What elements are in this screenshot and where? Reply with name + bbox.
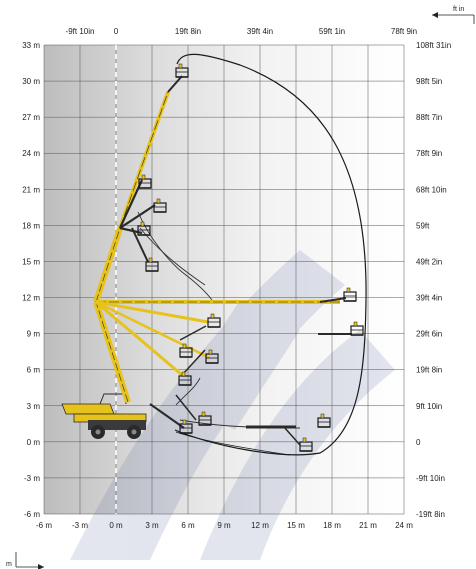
x-tick-label-m: 15 m [287, 521, 305, 530]
x-tick-label-ft: 19ft 8in [175, 27, 201, 36]
y-tick-label-ft: 9ft 10in [416, 402, 442, 411]
y-tick-label-m: 18 m [22, 221, 40, 230]
work-platform [179, 419, 193, 434]
boom-down-1 [95, 300, 209, 324]
y-tick-label-ft: 39ft 4in [416, 294, 442, 303]
y-tick-label-ft: -19ft 8in [416, 510, 445, 519]
y-tick-label-ft: 88ft 7in [416, 113, 442, 122]
x-tick-label-m: 3 m [145, 521, 159, 530]
y-tick-label-ft: 98ft 5in [416, 77, 442, 86]
m-unit-label: m [6, 561, 12, 568]
x-tick-label-m: 9 m [217, 521, 231, 530]
x-tick-label-ft: 0 [114, 27, 119, 36]
y-tick-label-ft: 0 [416, 438, 421, 447]
work-platforms [137, 63, 364, 452]
x-tick-label-m: -6 m [36, 521, 52, 530]
working-envelope [174, 53, 367, 456]
y-tick-label-ft: -9ft 10in [416, 474, 445, 483]
work-platform [317, 413, 331, 428]
watermark-logo [70, 250, 395, 560]
machine-chassis [88, 420, 146, 430]
ft-unit-indicator: ft in [432, 6, 475, 24]
work-platform [299, 437, 313, 452]
work-platform [205, 349, 219, 364]
work-platform [207, 313, 221, 328]
work-platform [198, 411, 212, 426]
work-platform [179, 343, 193, 358]
work-platform [178, 371, 192, 386]
machine-turret [61, 403, 115, 415]
y-tick-label-m: 21 m [22, 185, 40, 194]
ground-arc [175, 431, 291, 456]
y-tick-label-m: 12 m [22, 294, 40, 303]
boom-position-2 [119, 204, 156, 229]
work-platform [153, 198, 167, 213]
y-tick-label-ft: 59ft [416, 221, 430, 230]
y-tick-label-m: 15 m [22, 257, 40, 266]
y-tick-label-ft: 49ft 2in [416, 257, 442, 266]
y-tick-label-m: -6 m [24, 510, 40, 519]
y-tick-label-ft: 19ft 8in [416, 366, 442, 375]
x-tick-label-ft: 59ft 1in [319, 27, 345, 36]
y-tick-label-m: 3 m [27, 402, 41, 411]
y-tick-label-m: 9 m [27, 330, 41, 339]
y-tick-label-m: 24 m [22, 149, 40, 158]
boom-position-1 [119, 179, 143, 229]
y-tick-label-m: 33 m [22, 41, 40, 50]
x-tick-label-m: 0 m [109, 521, 123, 530]
y-tick-label-m: 27 m [22, 113, 40, 122]
jib-horizontal [319, 297, 347, 303]
work-platform [343, 287, 357, 302]
y-tick-label-ft: 68ft 10in [416, 185, 447, 194]
x-tick-label-ft: 78ft 9in [391, 27, 417, 36]
work-platform [145, 257, 159, 272]
boom-down-2 [95, 300, 183, 377]
x-tick-label-m: 12 m [251, 521, 269, 530]
y-tick-label-m: 6 m [27, 366, 41, 375]
boom-position-4 [131, 227, 149, 263]
x-tick-label-ft: 39ft 4in [247, 27, 273, 36]
y-tick-label-m: 0 m [27, 438, 41, 447]
work-platform [138, 174, 152, 189]
jib-top [167, 75, 183, 93]
x-tick-label-m: 24 m [395, 521, 413, 530]
work-platform [350, 321, 364, 336]
boom-down-3 [95, 300, 211, 360]
x-tick-label-m: -3 m [72, 521, 88, 530]
axis-labels: -6 m -3 m 0 m 3 m 6 m 9 m 12 m 15 m 18 m 21 m 24 m… [22, 27, 451, 530]
ft-unit-label: ft in [453, 6, 464, 13]
x-tick-label-m: 18 m [323, 521, 341, 530]
x-tick-label-m: 6 m [181, 521, 195, 530]
m-unit-indicator: m [6, 552, 44, 569]
y-tick-label-ft: 108ft 31in [416, 41, 451, 50]
x-tick-label-ft: -9ft 10in [66, 27, 95, 36]
y-tick-label-m: 30 m [22, 77, 40, 86]
boom-lift-machine [61, 75, 352, 446]
work-platform [137, 221, 151, 236]
work-platform [175, 63, 189, 78]
y-tick-label-ft: 29ft 6in [416, 330, 442, 339]
x-tick-label-m: 21 m [359, 521, 377, 530]
y-tick-label-m: -3 m [24, 474, 40, 483]
y-tick-label-ft: 78ft 9in [416, 149, 442, 158]
